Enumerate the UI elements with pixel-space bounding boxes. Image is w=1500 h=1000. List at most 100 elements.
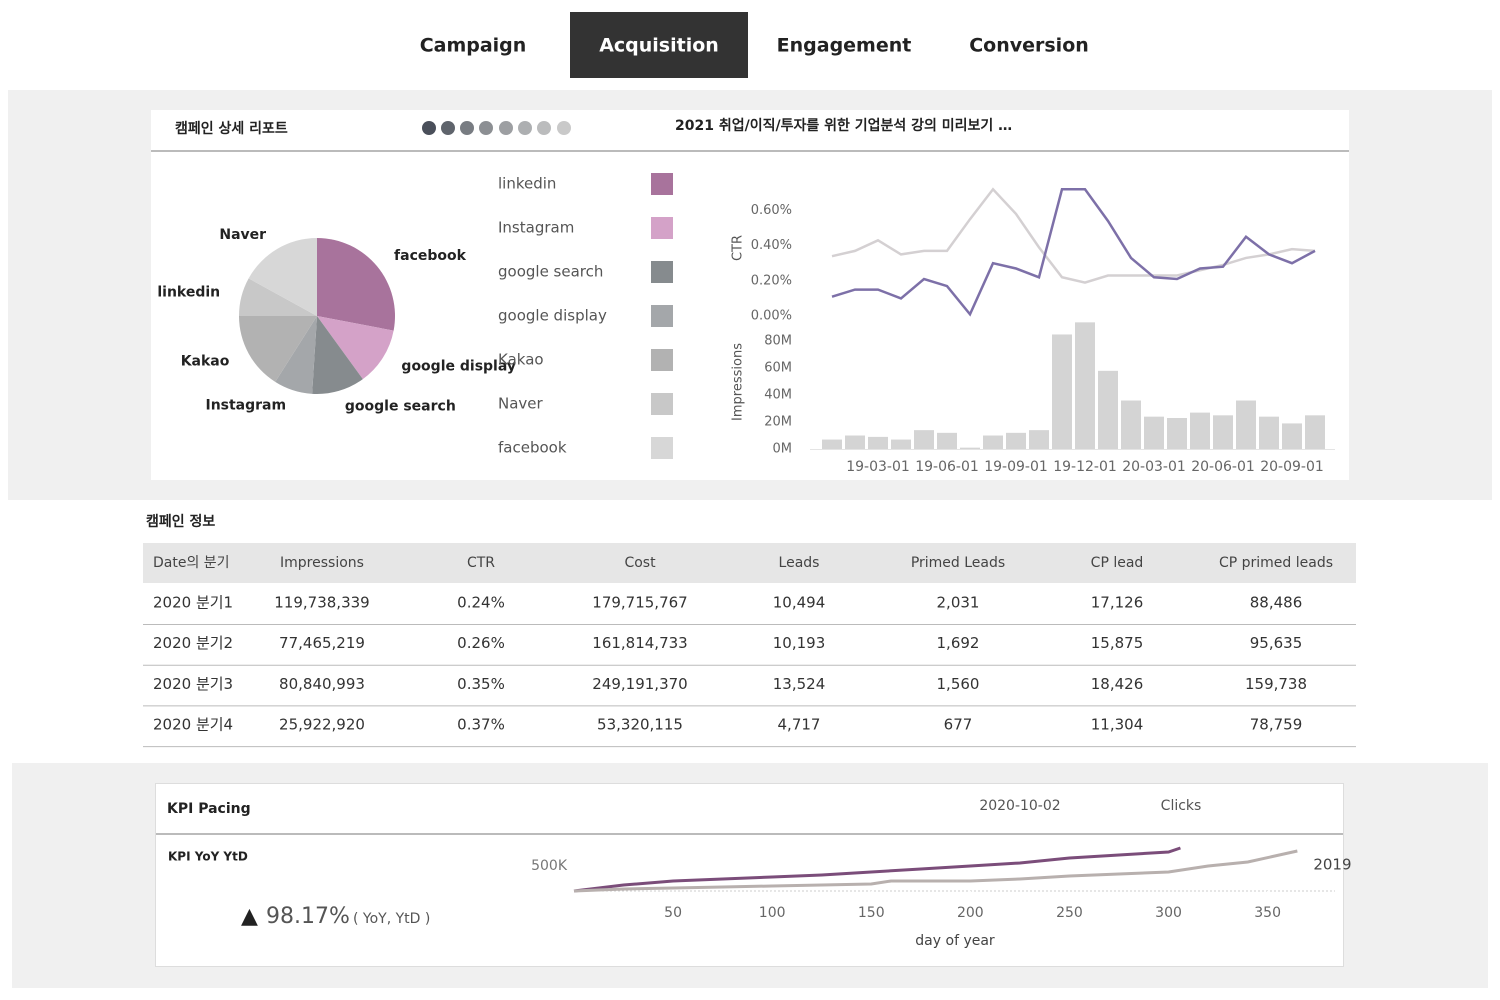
- x-axis-title: day of year: [915, 933, 995, 949]
- table-cell: 11,304: [1091, 716, 1144, 734]
- pager-dots: [422, 121, 571, 135]
- pie-label: linkedin: [157, 285, 220, 301]
- impressions-bar: [937, 432, 957, 449]
- y-tick-label: 0.40%: [751, 238, 792, 253]
- kpi-subtitle: KPI YoY YtD: [168, 850, 248, 864]
- legend-label: Naver: [498, 395, 544, 413]
- column-header: Leads: [779, 555, 820, 571]
- y-tick-label: 0M: [773, 442, 793, 457]
- table-cell: 161,814,733: [592, 634, 687, 652]
- tab[interactable]: Conversion: [969, 35, 1089, 57]
- tab[interactable]: Acquisition: [599, 35, 719, 57]
- table-cell: 17,126: [1091, 594, 1144, 612]
- legend-swatch: [651, 261, 673, 283]
- impressions-bar: [1144, 416, 1164, 449]
- y-tick-label: 0.00%: [751, 309, 792, 324]
- table-cell: 0.26%: [457, 634, 505, 652]
- legend-swatch: [651, 173, 673, 195]
- legend-label: google display: [498, 307, 607, 325]
- y-tick-label: 80M: [764, 334, 792, 349]
- impressions-bar: [822, 439, 842, 449]
- impressions-bar: [1190, 412, 1210, 449]
- pie-label: Naver: [219, 227, 266, 243]
- x-tick-label: 20-06-01: [1191, 459, 1255, 475]
- column-header: Cost: [624, 555, 656, 571]
- y-tick-label: 60M: [764, 361, 792, 376]
- impressions-bar: [1305, 415, 1325, 449]
- impressions-bar: [1052, 334, 1072, 449]
- column-header: CP lead: [1091, 555, 1144, 571]
- column-header: Date의 분기: [153, 555, 230, 571]
- kpi-line: [573, 846, 1181, 893]
- legend-label: linkedin: [498, 175, 556, 193]
- impressions-bar: [1259, 416, 1279, 449]
- table-cell: 2020 분기2: [153, 634, 233, 652]
- impressions-bar: [1029, 430, 1049, 449]
- pie-label: google search: [345, 398, 456, 414]
- table-cell: 119,738,339: [274, 594, 369, 612]
- legend-label: facebook: [498, 439, 567, 457]
- x-tick-label: 19-09-01: [984, 459, 1048, 475]
- table-cell: 78,759: [1250, 716, 1303, 734]
- kpi-date: 2020-10-02: [979, 798, 1060, 814]
- pie-slice: [317, 316, 394, 380]
- active-tab-bg: [570, 12, 748, 78]
- table-cell: 15,875: [1091, 634, 1144, 652]
- legend-swatch: [651, 217, 673, 239]
- table-header-bg: [143, 543, 1356, 583]
- table-cell: 2020 분기3: [153, 675, 233, 693]
- legend-label: Instagram: [498, 219, 574, 237]
- table-cell: 159,738: [1245, 675, 1307, 693]
- kpi-arrow: ▲: [241, 904, 258, 929]
- pie-slice: [239, 316, 317, 382]
- y-axis-title: CTR: [731, 235, 746, 261]
- impressions-bar: [1121, 400, 1141, 449]
- column-header: CP primed leads: [1219, 555, 1333, 571]
- tab[interactable]: Engagement: [777, 35, 912, 57]
- table-cell: 2020 분기1: [153, 594, 233, 612]
- table-cell: 77,465,219: [279, 634, 365, 652]
- table-cell: 95,635: [1250, 634, 1303, 652]
- table-cell: 179,715,767: [592, 594, 687, 612]
- tab[interactable]: Campaign: [420, 35, 527, 57]
- table-cell: 249,191,370: [592, 675, 687, 693]
- table-cell: 0.35%: [457, 675, 505, 693]
- impressions-bar: [960, 447, 980, 449]
- ctr-line: [831, 187, 1316, 284]
- table-cell: 4,717: [778, 716, 821, 734]
- table-cell: 13,524: [773, 675, 826, 693]
- impressions-bar: [845, 435, 865, 449]
- pie-slice: [317, 238, 395, 331]
- legend-swatch: [651, 393, 673, 415]
- y-tick-label: 20M: [764, 415, 792, 430]
- table-cell: 2,031: [937, 594, 980, 612]
- impressions-bar: [1213, 415, 1233, 449]
- kpi-value: 98.17%: [266, 904, 350, 929]
- pie-label: Instagram: [205, 397, 286, 413]
- impressions-bar: [1282, 423, 1302, 449]
- pie-slice: [239, 278, 317, 316]
- x-tick-label: 200: [957, 905, 984, 921]
- x-tick-label: 19-06-01: [915, 459, 979, 475]
- legend-label: Kakao: [498, 351, 544, 369]
- y-axis-title: Impressions: [731, 343, 746, 421]
- impressions-bar: [1098, 370, 1118, 449]
- pie-slice: [275, 316, 317, 394]
- table-cell: 1,560: [937, 675, 980, 693]
- impressions-bar: [914, 430, 934, 449]
- impressions-bar: [983, 435, 1003, 449]
- series-label: 2019: [1313, 856, 1351, 874]
- kpi-note: ( YoY, YtD ): [353, 911, 430, 927]
- table-cell: 88,486: [1250, 594, 1303, 612]
- impressions-bar: [1075, 322, 1095, 449]
- column-header: CTR: [467, 555, 495, 571]
- x-tick-label: 100: [759, 905, 786, 921]
- pie-slice: [312, 316, 363, 395]
- table-cell: 53,320,115: [597, 716, 683, 734]
- impressions-bar: [868, 436, 888, 449]
- table-cell: 10,193: [773, 634, 826, 652]
- x-tick-label: 350: [1254, 905, 1281, 921]
- x-tick-label: 150: [858, 905, 885, 921]
- impressions-bar: [1006, 432, 1026, 449]
